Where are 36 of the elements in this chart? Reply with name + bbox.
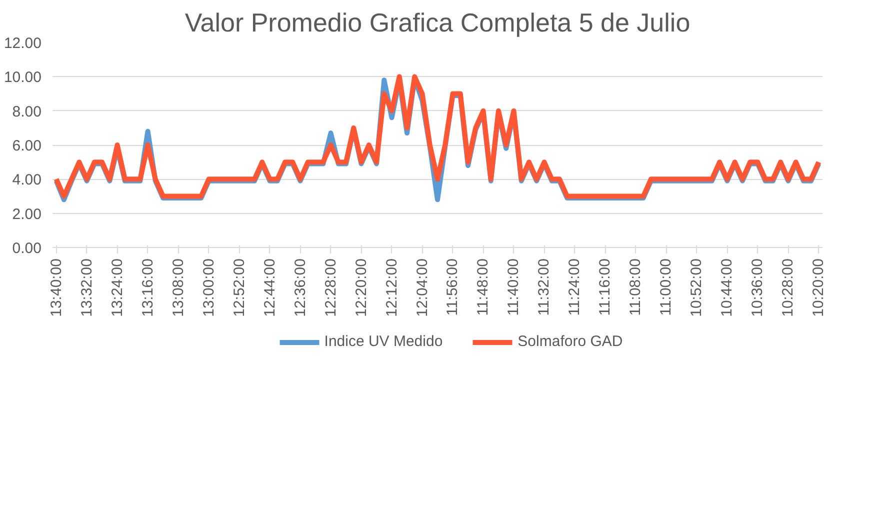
x-tick-label: 13:16:00 xyxy=(139,258,156,317)
y-tick-label: 12.00 xyxy=(4,35,42,52)
x-tick-label: 12:36:00 xyxy=(292,258,309,317)
y-tick-label: 6.00 xyxy=(12,138,42,154)
x-tick-label: 13:40:00 xyxy=(48,258,65,317)
x-tick-label: 13:24:00 xyxy=(108,258,126,317)
x-tick-label: 11:32:00 xyxy=(536,258,553,316)
x-tick-label: 11:40:00 xyxy=(505,258,522,316)
x-tick-label: 11:16:00 xyxy=(596,258,614,316)
x-tick-label: 12:20:00 xyxy=(352,258,370,317)
legend-label: Indice UV Medido xyxy=(324,333,443,350)
y-tick-label: 4.00 xyxy=(12,172,42,189)
x-tick-label: 12:12:00 xyxy=(383,258,400,317)
x-tick-label: 11:24:00 xyxy=(566,258,584,316)
y-tick-label: 8.00 xyxy=(12,103,42,120)
x-tick-label: 10:52:00 xyxy=(688,258,706,317)
x-tick-label: 10:36:00 xyxy=(749,258,766,317)
y-tick-label: 0.00 xyxy=(12,240,42,257)
y-tick-label: 10.00 xyxy=(4,69,42,86)
x-tick-label: 12:28:00 xyxy=(322,258,340,317)
x-tick-label: 13:00:00 xyxy=(200,258,218,317)
x-tick-label: 12:44:00 xyxy=(261,258,278,317)
x-tick-label: 13:32:00 xyxy=(78,258,96,317)
x-tick-label: 11:08:00 xyxy=(627,258,644,316)
x-tick-label: 10:44:00 xyxy=(718,258,736,317)
x-tick-label: 10:20:00 xyxy=(810,258,828,317)
y-tick-label: 2.00 xyxy=(12,206,42,223)
chart-title: Valor Promedio Grafica Completa 5 de Julio xyxy=(184,8,690,38)
x-tick-label: 11:00:00 xyxy=(658,258,675,316)
x-tick-label: 12:04:00 xyxy=(414,258,431,317)
x-tick-label: 10:28:00 xyxy=(780,258,797,317)
x-tick-label: 11:48:00 xyxy=(474,258,492,316)
legend-label: Solmaforo GAD xyxy=(518,333,623,350)
x-tick-label: 13:08:00 xyxy=(170,258,187,317)
x-tick-label: 11:56:00 xyxy=(444,258,462,316)
x-tick-label: 12:52:00 xyxy=(230,258,248,317)
